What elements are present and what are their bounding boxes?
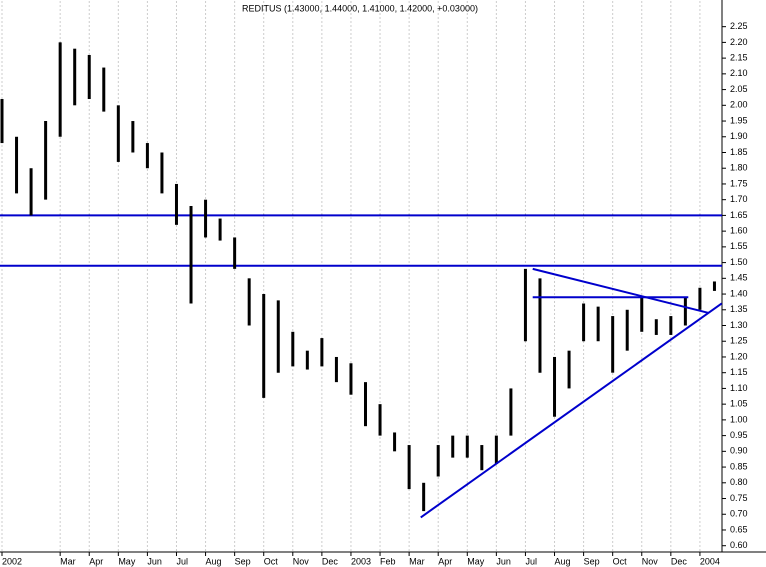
y-tick-label: 1.55 — [730, 241, 748, 251]
y-tick-label: 1.80 — [730, 163, 748, 173]
y-tick-label: 1.45 — [730, 273, 748, 283]
y-tick-label: 2.05 — [730, 84, 748, 94]
y-tick-label: 0.90 — [730, 446, 748, 456]
x-tick-label: May — [118, 556, 136, 566]
x-tick-label: Jul — [525, 556, 537, 566]
x-tick-label: Apr — [89, 556, 103, 566]
y-tick-label: 1.65 — [730, 210, 748, 220]
x-tick-label: Mar — [409, 556, 425, 566]
y-tick-label: 1.30 — [730, 320, 748, 330]
x-tick-label: Oct — [264, 556, 279, 566]
y-tick-label: 2.10 — [730, 68, 748, 78]
x-tick-label: Sep — [584, 556, 600, 566]
y-tick-label: 1.50 — [730, 257, 748, 267]
y-tick-label: 1.35 — [730, 304, 748, 314]
y-tick-label: 1.90 — [730, 131, 748, 141]
y-tick-label: 1.25 — [730, 336, 748, 346]
y-tick-label: 1.05 — [730, 399, 748, 409]
y-tick-label: 1.10 — [730, 383, 748, 393]
y-tick-label: 0.60 — [730, 540, 748, 550]
x-tick-label: Jun — [496, 556, 511, 566]
x-tick-label: Apr — [438, 556, 452, 566]
x-tick-label: May — [467, 556, 485, 566]
x-tick-label: Dec — [671, 556, 688, 566]
x-tick-label: 2004 — [700, 556, 720, 566]
y-tick-label: 0.70 — [730, 509, 748, 519]
trend-line — [532, 267, 709, 314]
x-tick-label: 2002 — [2, 556, 22, 566]
y-tick-label: 0.75 — [730, 493, 748, 503]
y-tick-label: 1.20 — [730, 351, 748, 361]
y-tick-label: 2.25 — [730, 21, 748, 31]
y-tick-label: 0.95 — [730, 430, 748, 440]
x-tick-label: Dec — [322, 556, 339, 566]
y-tick-label: 1.70 — [730, 194, 748, 204]
y-tick-label: 1.75 — [730, 178, 748, 188]
y-tick-label: 0.85 — [730, 461, 748, 471]
x-tick-label: Mar — [60, 556, 76, 566]
y-tick-label: 1.15 — [730, 367, 748, 377]
chart-title: REDITUS (1.43000, 1.44000, 1.41000, 1.42… — [242, 3, 478, 13]
y-tick-label: 1.95 — [730, 115, 748, 125]
x-tick-label: Nov — [642, 556, 659, 566]
y-tick-label: 1.40 — [730, 288, 748, 298]
x-tick-label: Aug — [206, 556, 222, 566]
y-tick-label: 1.85 — [730, 147, 748, 157]
x-tick-label: Aug — [555, 556, 571, 566]
trend-line — [420, 302, 723, 519]
y-tick-label: 2.20 — [730, 37, 748, 47]
y-tick-label: 1.00 — [730, 414, 748, 424]
x-tick-label: Jul — [176, 556, 188, 566]
y-tick-label: 2.15 — [730, 52, 748, 62]
y-tick-label: 0.80 — [730, 477, 748, 487]
x-tick-label: Jun — [147, 556, 162, 566]
y-tick-label: 2.00 — [730, 100, 748, 110]
y-tick-label: 1.60 — [730, 226, 748, 236]
x-tick-label: Sep — [235, 556, 251, 566]
x-tick-label: Oct — [613, 556, 628, 566]
x-tick-label: Feb — [380, 556, 396, 566]
y-tick-label: 0.65 — [730, 524, 748, 534]
x-tick-label: 2003 — [351, 556, 371, 566]
x-tick-label: Nov — [293, 556, 310, 566]
